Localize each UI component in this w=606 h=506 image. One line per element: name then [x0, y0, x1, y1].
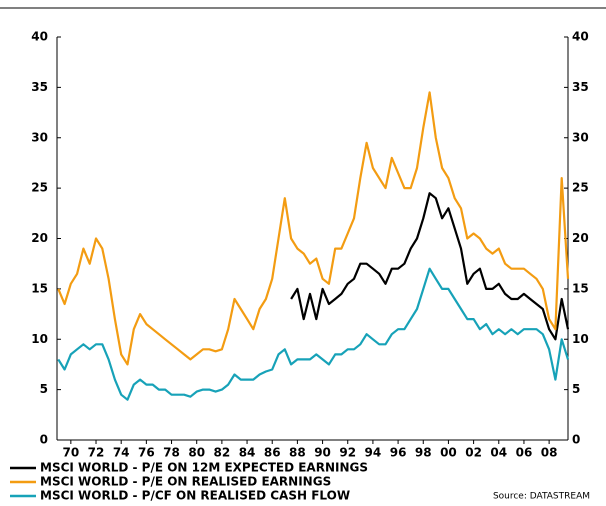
y2-tick-label: 0	[572, 433, 580, 447]
y-tick-label: 15	[31, 281, 48, 295]
x-tick-label: 90	[314, 446, 331, 460]
y-tick-label: 40	[31, 30, 48, 44]
x-tick-label: 74	[113, 446, 130, 460]
x-tick-label: 70	[62, 446, 79, 460]
y2-tick-label: 40	[572, 30, 589, 44]
y2-tick-label: 5	[572, 382, 580, 396]
x-tick-label: 86	[264, 446, 281, 460]
y2-tick-label: 15	[572, 281, 589, 295]
y-tick-label: 30	[31, 130, 48, 144]
x-tick-label: 98	[415, 446, 432, 460]
x-tick-label: 92	[339, 446, 356, 460]
y-tick-label: 35	[31, 80, 48, 94]
x-tick-label: 06	[516, 446, 533, 460]
series-line	[57, 91, 570, 366]
x-tick-label: 78	[163, 446, 180, 460]
source: Source: DATASTREAM	[493, 492, 590, 502]
y-tick-label: 0	[40, 433, 48, 447]
x-tick-label: 02	[465, 446, 482, 460]
x-tick-label: 00	[440, 446, 457, 460]
series-line	[57, 267, 570, 401]
legend-label: MSCI WORLD - P/E ON REALISED EARNINGS	[40, 475, 331, 489]
x-tick-label: 80	[188, 446, 205, 460]
x-tick-label: 88	[289, 446, 306, 460]
x-tick-label: 08	[541, 446, 558, 460]
y-tick-label: 20	[31, 231, 48, 245]
y-tick-label: 25	[31, 181, 48, 195]
x-tick-label: 76	[138, 446, 155, 460]
x-tick-label: 04	[490, 446, 507, 460]
y-tick-label: 5	[40, 382, 48, 396]
legend-label: MSCI WORLD - P/CF ON REALISED CASH FLOW	[40, 489, 350, 503]
y2-tick-label: 30	[572, 130, 589, 144]
y-tick-label: 10	[31, 332, 48, 346]
x-tick-label: 94	[365, 446, 382, 460]
x-tick-label: 84	[239, 446, 256, 460]
y2-tick-label: 35	[572, 80, 589, 94]
y2-tick-label: 10	[572, 332, 589, 346]
y2-tick-label: 25	[572, 181, 589, 195]
x-tick-label: 82	[214, 446, 231, 460]
x-tick-label: 96	[390, 446, 407, 460]
series-line	[290, 192, 570, 341]
y2-tick-label: 20	[572, 231, 589, 245]
legend-label: MSCI WORLD - P/E ON 12M EXPECTED EARNING…	[40, 461, 368, 475]
x-tick-label: 72	[88, 446, 105, 460]
